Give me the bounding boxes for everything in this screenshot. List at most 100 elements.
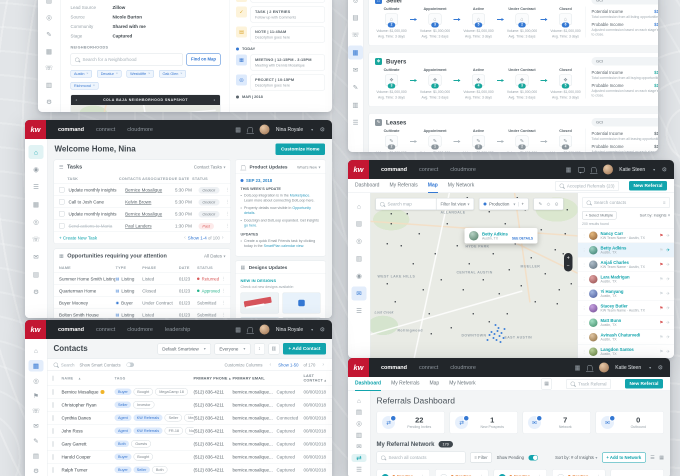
add-contact-button[interactable]: + Add Contact: [282, 343, 326, 355]
timeline-item[interactable]: ☏ (In person): [236, 0, 325, 3]
pipeline-stage[interactable]: Appointment ⌂ 3 Volume: $1,000,000 Avg. …: [419, 7, 452, 40]
tag-pill[interactable]: KW Referrals: [133, 427, 163, 434]
rail-icon[interactable]: ⌂: [357, 202, 361, 210]
drag-handle[interactable]: ⋮: [582, 334, 586, 340]
referral-card[interactable]: ✓ Pending ⋮: [376, 469, 430, 476]
card-menu-icon[interactable]: ⋮: [479, 474, 484, 476]
pipeline-stage[interactable]: Closed ✎ 4 Volume: $1,000,000 Avg. Time:…: [549, 129, 582, 152]
contact-name[interactable]: Anjali Charles: [600, 260, 629, 265]
stat-card[interactable]: ⇄ 1 New Prospects: [449, 411, 518, 434]
map-zoom-control[interactable]: + −: [564, 253, 573, 272]
draw-icon[interactable]: ✎: [538, 201, 543, 207]
rail-icon[interactable]: ⌂: [28, 145, 44, 159]
everyone-dropdown[interactable]: Everyone ▾: [214, 343, 251, 355]
card-menu-icon[interactable]: ⋮: [538, 474, 543, 476]
row-menu-icon[interactable]: ⋮: [221, 276, 226, 281]
tab[interactable]: My Referrals: [389, 182, 418, 189]
nav-item[interactable]: connect: [95, 126, 116, 133]
contact-name[interactable]: Harold Cooper: [61, 454, 91, 460]
design-thumbnail[interactable]: [240, 292, 279, 314]
close-icon[interactable]: ×: [180, 72, 183, 76]
pipeline-stage[interactable]: Active ❖ 4 Volume: $1,000,000 Avg. Time:…: [462, 68, 495, 101]
rail-icon[interactable]: ▤: [355, 408, 363, 416]
rail-icon[interactable]: ▦: [28, 360, 44, 372]
pipeline-stage[interactable]: Under Contract ❖ 3 Volume: $1,000,000 Av…: [506, 68, 539, 101]
shape-tool-icon[interactable]: ◇: [546, 201, 551, 207]
nav-item[interactable]: cloudmore: [450, 166, 476, 173]
rail-icon[interactable]: ☰: [33, 183, 39, 191]
nav-item[interactable]: command: [58, 326, 84, 333]
contact-name[interactable]: Langdon Santos: [600, 347, 634, 352]
send-referral-icon[interactable]: ✈: [666, 334, 670, 340]
rail-icon[interactable]: ✎: [352, 83, 359, 92]
stat-card[interactable]: ✉ 7 Network: [522, 411, 591, 434]
row-menu-icon[interactable]: ⋮: [332, 467, 333, 473]
flag-icon[interactable]: ⚑: [659, 319, 664, 325]
target-tool-icon[interactable]: ⊙: [554, 201, 559, 207]
filter-icon[interactable]: ≡: [662, 200, 666, 205]
timeline-item[interactable]: ▤ NOTE | 11:45AM Description goes here: [236, 26, 325, 43]
rail-icon[interactable]: ◉: [33, 165, 39, 174]
user-name[interactable]: Nina Royale: [275, 326, 304, 333]
smartview-dropdown[interactable]: Default Smartview ▾: [157, 343, 211, 355]
nav-item[interactable]: command: [381, 166, 407, 173]
row-menu-icon[interactable]: ⋮: [221, 288, 226, 293]
contact-name[interactable]: Betty Adkins: [600, 245, 627, 251]
contact-list-item[interactable]: ⋮ Nancy Carr KW Team Name · Austin, TX ⚑…: [578, 228, 674, 243]
rail-icon[interactable]: ✉: [352, 66, 359, 74]
filter-button[interactable]: ≡ Filter: [470, 452, 493, 463]
neighborhood-tag[interactable]: Austin ×: [70, 70, 92, 78]
list-view-icon[interactable]: ☰: [650, 454, 655, 461]
rail-icon[interactable]: ▥: [355, 254, 363, 263]
contact-map-cluster[interactable]: [490, 331, 493, 333]
rail-icon[interactable]: ⇄: [351, 454, 367, 462]
checkbox[interactable]: [52, 453, 54, 460]
send-referral-icon[interactable]: ✈: [666, 348, 670, 354]
task-filter-dropdown[interactable]: Contact Tasks ▾: [193, 164, 226, 170]
zoom-out-icon[interactable]: −: [566, 263, 570, 270]
pipeline-stage[interactable]: Closed ❖ 5 Volume: $1,000,000 Avg. Time:…: [549, 68, 582, 101]
create-new-task-link[interactable]: + Create New Task: [59, 235, 98, 241]
referral-card[interactable]: ✓ Pending ⋮: [435, 469, 489, 476]
tab[interactable]: My Network: [447, 182, 475, 189]
tag-pill[interactable]: Seller: [114, 401, 132, 408]
pipeline-stage[interactable]: Active ⌂ 5 Volume: $1,000,000 Avg. Time:…: [462, 7, 495, 40]
rail-icon[interactable]: ▥: [355, 431, 363, 439]
contact-name[interactable]: Nancy Carr: [600, 231, 624, 236]
rail-icon[interactable]: ☰: [356, 307, 362, 315]
task-contact-link[interactable]: Bernice Mosalique: [125, 211, 163, 217]
opportunity-row[interactable]: Buyer Mooney ◉ Buyer Under Contract 01/23…: [54, 296, 231, 309]
nav-item[interactable]: cloudmore: [127, 126, 153, 133]
contact-name[interactable]: Matt Bunn: [600, 318, 622, 323]
rail-icon[interactable]: ▥: [352, 101, 359, 109]
row-menu-icon[interactable]: ⋮: [221, 312, 226, 317]
select-all-checkbox[interactable]: [52, 375, 54, 381]
rail-icon[interactable]: ✉: [356, 442, 362, 451]
see-details-link[interactable]: SEE DETAILS: [511, 237, 533, 241]
gear-icon[interactable]: ⚙: [657, 364, 663, 371]
contact-list-item[interactable]: ⋮ Avinash Chaturvedi Austin, TX ⚑ ✈: [578, 329, 674, 345]
sort-dropdown[interactable]: Sort by: # of Insights ▾: [555, 455, 598, 460]
customize-home-button[interactable]: Customize Home: [275, 143, 325, 155]
tab[interactable]: Dashboard: [355, 377, 382, 391]
contact-name[interactable]: Stacey Butler: [600, 303, 628, 309]
chat-icon[interactable]: [577, 166, 585, 174]
contact-row[interactable]: Christopher Ryan Seller Investor (512) 83…: [47, 398, 332, 411]
pipeline-stage[interactable]: Cultivate ✎ 2 Volume: $1,000,000 Avg. Ti…: [375, 129, 408, 152]
customize-columns-button[interactable]: Customize Columns: [224, 362, 263, 368]
apps-grid-icon[interactable]: ▦: [565, 166, 572, 173]
production-filter-dropdown[interactable]: Production ▾ | +: [479, 198, 529, 210]
map-view-filter-dropdown[interactable]: Filter list view ▾: [436, 198, 475, 210]
rail-icon[interactable]: ▦: [45, 47, 53, 55]
add-filter-icon[interactable]: +: [521, 201, 524, 207]
user-name[interactable]: Katie Steen: [619, 166, 646, 173]
contact-list-item[interactable]: ⋮ Langdon Santos Austin, TX ⚑ ✈: [578, 344, 674, 358]
rail-icon[interactable]: ◎: [356, 237, 362, 245]
drag-handle[interactable]: ⋮: [582, 262, 586, 267]
notifications-bell-icon[interactable]: [246, 127, 254, 134]
rail-icon[interactable]: ☰: [352, 118, 359, 127]
design-thumbnail[interactable]: [240, 316, 279, 318]
notifications-bell-icon[interactable]: [585, 365, 594, 372]
